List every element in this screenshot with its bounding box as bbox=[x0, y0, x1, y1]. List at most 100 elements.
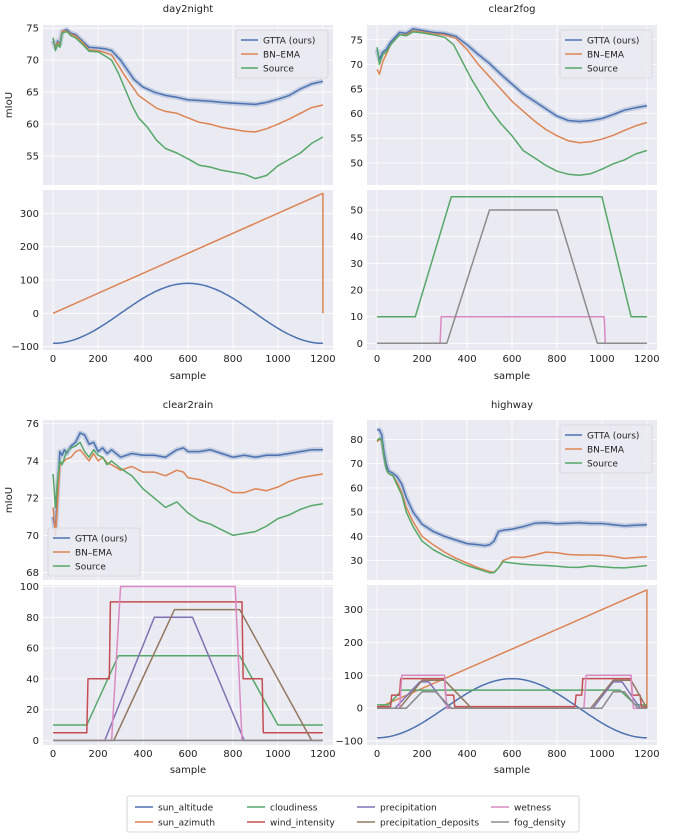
legend-label: GTTA (ours) bbox=[587, 432, 639, 442]
series-group bbox=[377, 195, 647, 345]
legend-label-precipitation-deposits: precipitation_deposits bbox=[380, 819, 479, 829]
panel-highway: highway sample 30 40 50 60 70 80 GTTA (ours) BN… bbox=[336, 400, 660, 776]
x-tick-label: 600 bbox=[178, 354, 197, 365]
y-tick-label: 10 bbox=[350, 312, 363, 323]
y-tick-label: 100 bbox=[20, 276, 39, 287]
series-group bbox=[374, 26, 648, 176]
y-tick-label: 0 bbox=[33, 736, 39, 747]
y-tick-label: 65 bbox=[350, 85, 363, 96]
x-tick-label: 400 bbox=[457, 354, 476, 365]
panel-title: day2night bbox=[163, 4, 214, 15]
legend-label: GTTA (ours) bbox=[75, 535, 127, 545]
x-tick-label: 200 bbox=[413, 354, 432, 365]
x-tick-label: 200 bbox=[89, 749, 108, 760]
y-tick-label: 30 bbox=[350, 259, 363, 270]
y-tick-label: 75 bbox=[350, 35, 363, 46]
y-tick-label: 50 bbox=[350, 158, 363, 169]
panel-clear2rain: clear2rain mIoU sample 68 70 72 74 76 GTTA (o… bbox=[4, 400, 336, 776]
x-tick-label: 1000 bbox=[589, 354, 614, 365]
x-tick-label: 0 bbox=[374, 749, 380, 760]
legend-label-sun-azimuth: sun_azimuth bbox=[158, 819, 215, 829]
y-tick-label: 76 bbox=[26, 419, 39, 430]
x-tick-label: 200 bbox=[413, 749, 432, 760]
panel-title: clear2rain bbox=[163, 400, 213, 411]
legend-label: BN–EMA bbox=[587, 51, 625, 61]
x-tick-label: 800 bbox=[223, 354, 242, 365]
y-tick-label: 75 bbox=[26, 24, 39, 35]
x-tick-label: 200 bbox=[89, 354, 108, 365]
legend-label: BN–EMA bbox=[75, 549, 113, 559]
legend-label: Source bbox=[75, 563, 106, 573]
series-group bbox=[52, 192, 324, 345]
x-tick-label: 400 bbox=[457, 749, 476, 760]
y-tick-label: 55 bbox=[350, 134, 363, 145]
x-tick-label: 1200 bbox=[634, 749, 659, 760]
x-tick-label: 600 bbox=[502, 354, 521, 365]
series-line-wind-intensity bbox=[377, 677, 647, 708]
legend-label: Source bbox=[587, 65, 618, 75]
y-tick-label: 80 bbox=[350, 435, 363, 446]
x-tick-label: 1200 bbox=[634, 354, 659, 365]
y-tick-label: 68 bbox=[26, 568, 39, 579]
y-tick-label: 100 bbox=[20, 582, 39, 593]
legend-frame bbox=[559, 424, 653, 474]
legend-label-sun-altitude: sun_altitude bbox=[158, 804, 214, 814]
series-line-sun-azimuth bbox=[52, 192, 324, 314]
miou-legend: GTTA (ours) BN–EMA Source bbox=[559, 29, 653, 79]
series-line-gtta bbox=[52, 28, 324, 106]
x-axis-label: sample bbox=[170, 371, 206, 382]
y-tick-label: 40 bbox=[350, 532, 363, 543]
x-axis-label: sample bbox=[170, 765, 206, 776]
y-tick-label: 100 bbox=[344, 671, 363, 682]
y-tick-label: 0 bbox=[357, 704, 363, 715]
legend-label: Source bbox=[587, 460, 618, 470]
panel-day2night: day2night mIoU sample 55 60 65 70 75 GTTA (ou… bbox=[4, 4, 336, 382]
y-axis-label: mIoU bbox=[4, 487, 15, 513]
series-line-fog-density bbox=[377, 691, 647, 709]
series-line-sun-azimuth bbox=[376, 589, 648, 709]
x-tick-label: 1200 bbox=[310, 749, 335, 760]
miou-legend: GTTA (ours) BN–EMA Source bbox=[559, 424, 653, 474]
y-tick-label: 20 bbox=[26, 705, 39, 716]
y-axis-label: mIoU bbox=[4, 92, 15, 118]
x-tick-label: 800 bbox=[547, 354, 566, 365]
x-tick-label: 1000 bbox=[265, 354, 290, 365]
series-line-source bbox=[376, 437, 647, 574]
series-line-source bbox=[52, 30, 324, 180]
legend-label-fog-density: fog_density bbox=[514, 819, 567, 829]
y-tick-label: 50 bbox=[350, 508, 363, 519]
legend-label-cloudiness: cloudiness bbox=[270, 804, 318, 814]
x-tick-label: 1000 bbox=[589, 749, 614, 760]
y-tick-label: 200 bbox=[344, 638, 363, 649]
series-line-sun-altitude bbox=[377, 677, 647, 739]
x-axis-label: sample bbox=[494, 765, 530, 776]
legend-frame bbox=[559, 29, 653, 79]
series-group bbox=[50, 430, 324, 537]
y-tick-label: 300 bbox=[20, 209, 39, 220]
x-tick-label: 600 bbox=[178, 749, 197, 760]
y-tick-label: 55 bbox=[26, 152, 39, 163]
x-tick-label: 1200 bbox=[310, 354, 335, 365]
legend-label: BN–EMA bbox=[587, 446, 625, 456]
legend-label-wind-intensity: wind_intensity bbox=[270, 819, 335, 829]
series-group bbox=[53, 585, 323, 742]
y-tick-label: 30 bbox=[350, 556, 363, 567]
bottom-legend: sun_altitude sun_azimuth cloudiness wind_in… bbox=[126, 795, 580, 833]
y-tick-label: 40 bbox=[350, 232, 363, 243]
y-tick-label: 72 bbox=[26, 494, 39, 505]
y-tick-label: 0 bbox=[33, 309, 39, 320]
y-tick-label: 200 bbox=[20, 242, 39, 253]
y-tick-label: 60 bbox=[350, 109, 363, 120]
legend-label: GTTA (ours) bbox=[263, 37, 315, 47]
series-line-gtta bbox=[376, 28, 648, 123]
y-tick-label: 60 bbox=[350, 483, 363, 494]
y-tick-label: 70 bbox=[350, 60, 363, 71]
y-tick-label: −100 bbox=[336, 737, 363, 748]
series-line-source bbox=[52, 441, 324, 537]
y-tick-label: 20 bbox=[350, 286, 363, 297]
legend-frame bbox=[47, 527, 141, 577]
legend-label: BN–EMA bbox=[263, 51, 301, 61]
x-tick-label: 800 bbox=[547, 749, 566, 760]
y-tick-label: −100 bbox=[12, 342, 39, 353]
